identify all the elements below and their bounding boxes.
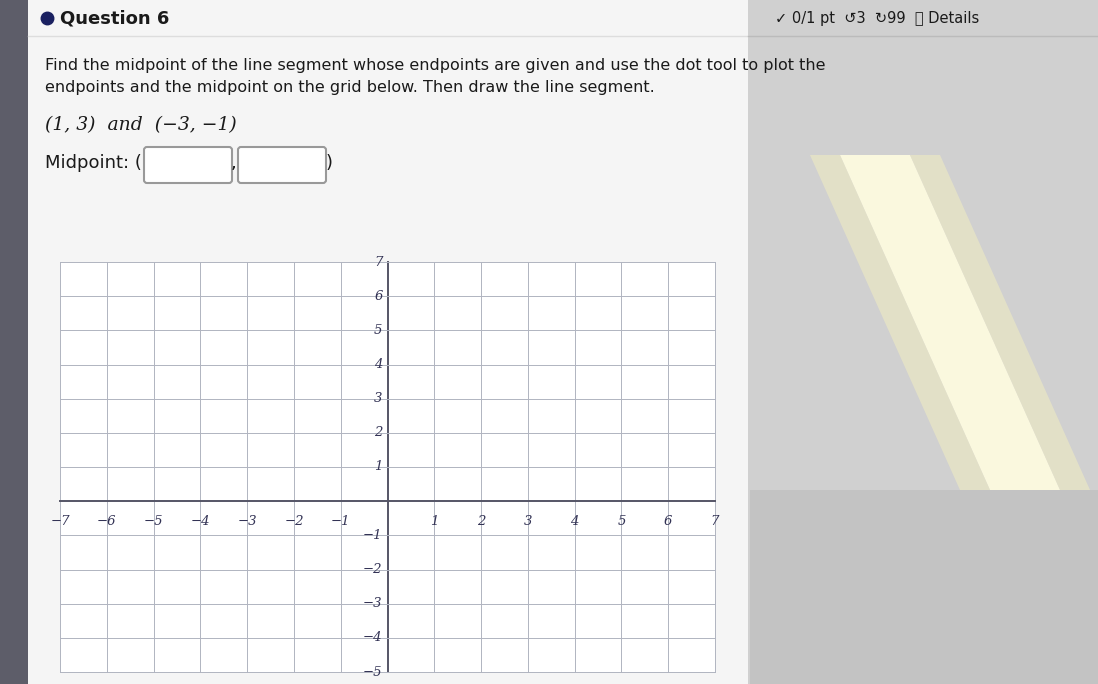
- Text: −7: −7: [51, 515, 70, 528]
- Polygon shape: [910, 155, 1090, 490]
- FancyBboxPatch shape: [748, 0, 1098, 684]
- Text: −5: −5: [363, 666, 382, 679]
- Text: 1: 1: [430, 515, 438, 528]
- Text: ,: ,: [231, 154, 237, 172]
- Polygon shape: [810, 155, 990, 490]
- Text: 5: 5: [374, 324, 382, 337]
- Text: −1: −1: [363, 529, 382, 542]
- Text: −3: −3: [237, 515, 257, 528]
- FancyBboxPatch shape: [0, 0, 29, 684]
- Text: 5: 5: [617, 515, 626, 528]
- Text: −3: −3: [363, 597, 382, 610]
- Text: −2: −2: [284, 515, 304, 528]
- Text: 2: 2: [477, 515, 485, 528]
- Text: 4: 4: [374, 358, 382, 371]
- Text: 3: 3: [374, 392, 382, 405]
- Text: 6: 6: [374, 289, 382, 302]
- Text: 7: 7: [710, 515, 719, 528]
- Text: −4: −4: [191, 515, 210, 528]
- FancyBboxPatch shape: [0, 0, 748, 684]
- Text: −1: −1: [330, 515, 350, 528]
- Text: Find the midpoint of the line segment whose endpoints are given and use the dot : Find the midpoint of the line segment wh…: [45, 58, 826, 73]
- Text: 2: 2: [374, 426, 382, 439]
- Text: −5: −5: [144, 515, 164, 528]
- Text: −4: −4: [363, 631, 382, 644]
- Text: −6: −6: [97, 515, 116, 528]
- FancyBboxPatch shape: [238, 147, 326, 183]
- Text: (1, 3)  and  (−3, −1): (1, 3) and (−3, −1): [45, 116, 237, 134]
- Text: −2: −2: [363, 563, 382, 576]
- Text: ): ): [326, 154, 333, 172]
- Text: 1: 1: [374, 460, 382, 473]
- Text: 3: 3: [524, 515, 533, 528]
- Text: Midpoint: (: Midpoint: (: [45, 154, 142, 172]
- FancyBboxPatch shape: [144, 147, 232, 183]
- Text: 7: 7: [374, 256, 382, 269]
- Text: 4: 4: [571, 515, 579, 528]
- Polygon shape: [840, 155, 1060, 490]
- Text: Question 6: Question 6: [60, 9, 169, 27]
- Text: endpoints and the midpoint on the grid below. Then draw the line segment.: endpoints and the midpoint on the grid b…: [45, 80, 654, 95]
- Text: 6: 6: [664, 515, 672, 528]
- FancyBboxPatch shape: [750, 490, 1098, 684]
- FancyBboxPatch shape: [60, 262, 715, 672]
- Text: ✓ 0/1 pt  ↺3  ↻99  ⓘ Details: ✓ 0/1 pt ↺3 ↻99 ⓘ Details: [775, 10, 979, 25]
